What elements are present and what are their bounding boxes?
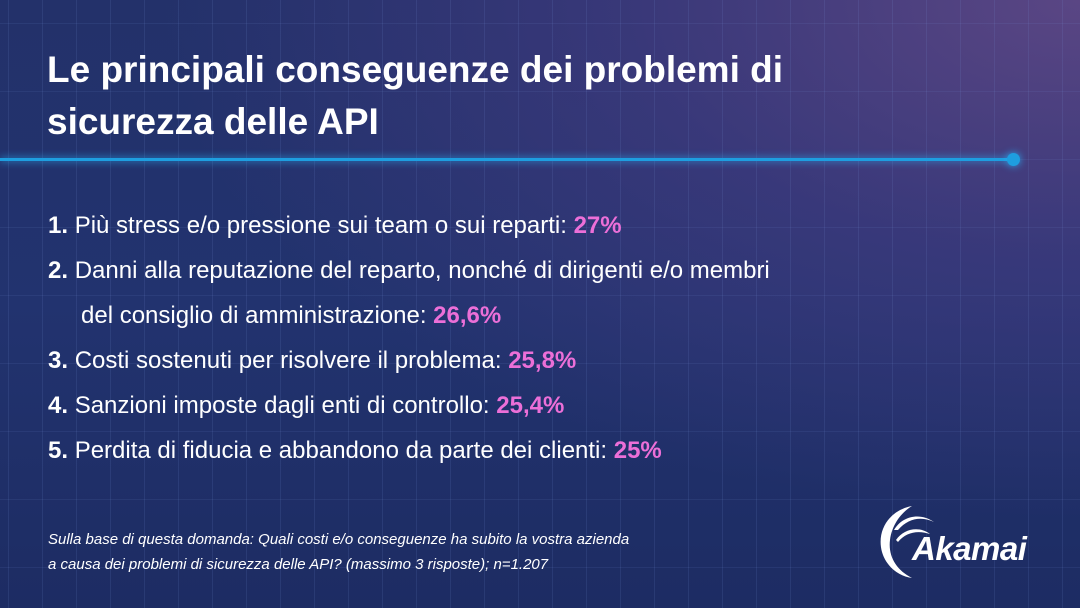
divider-line bbox=[0, 158, 1012, 161]
list-item: 1. Più stress e/o pressione sui team o s… bbox=[48, 203, 770, 248]
item-number: 1. bbox=[48, 212, 69, 239]
list-item: 5. Perdita di fiducia e abbandono da par… bbox=[48, 428, 770, 473]
item-number: 2. bbox=[48, 257, 69, 284]
divider-dot bbox=[1007, 153, 1020, 166]
logo-text: Akamai bbox=[912, 530, 1027, 567]
item-percent: 25,4% bbox=[496, 392, 565, 419]
item-text: Sanzioni imposte dagli enti di controllo… bbox=[74, 392, 497, 419]
item-text: Costi sostenuti per risolvere il problem… bbox=[74, 347, 509, 374]
akamai-logo: Akamai bbox=[872, 500, 1052, 580]
item-percent: 25% bbox=[613, 437, 662, 464]
akamai-wave-icon bbox=[880, 506, 934, 578]
item-text-continued: del consiglio di amministrazione: bbox=[81, 302, 434, 329]
list-item: 4. Sanzioni imposte dagli enti di contro… bbox=[48, 383, 770, 428]
page-title: Le principali conseguenze dei problemi d… bbox=[47, 49, 784, 142]
item-number: 3. bbox=[48, 347, 69, 374]
list-item: 3. Costi sostenuti per risolvere il prob… bbox=[48, 338, 770, 383]
list-item: 2. Danni alla reputazione del reparto, n… bbox=[48, 248, 770, 338]
consequences-list: 1. Più stress e/o pressione sui team o s… bbox=[48, 203, 770, 473]
item-number: 4. bbox=[48, 392, 69, 419]
item-text: Danni alla reputazione del reparto, nonc… bbox=[74, 257, 770, 284]
footnote-line: a causa dei problemi di sicurezza delle … bbox=[48, 556, 549, 573]
item-percent: 25,8% bbox=[508, 347, 577, 374]
item-percent: 26,6% bbox=[433, 302, 502, 329]
item-percent: 27% bbox=[573, 212, 622, 239]
footnote: Sulla base di questa domanda: Quali cost… bbox=[48, 527, 629, 577]
item-text: Perdita di fiducia e abbandono da parte … bbox=[74, 437, 614, 464]
item-number: 5. bbox=[48, 437, 69, 464]
footnote-line: Sulla base di questa domanda: Quali cost… bbox=[48, 531, 630, 548]
item-text: Più stress e/o pressione sui team o sui … bbox=[74, 212, 574, 239]
